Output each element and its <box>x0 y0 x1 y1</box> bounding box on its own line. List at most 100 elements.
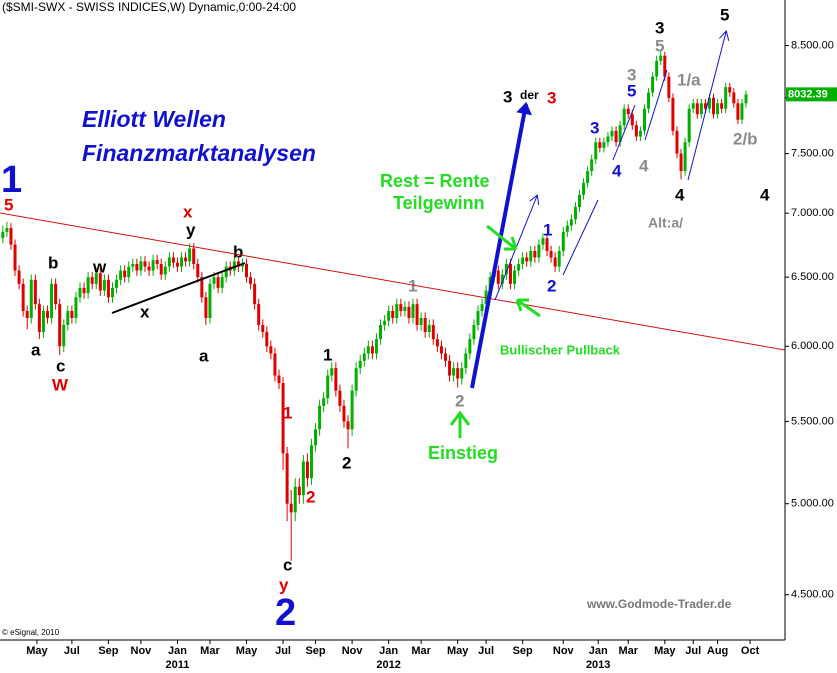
candle-body <box>573 207 577 220</box>
candle-body <box>655 60 659 77</box>
candle-body <box>675 130 679 154</box>
candle-body <box>265 332 269 347</box>
candle-body <box>127 266 131 278</box>
candle-body <box>273 353 277 376</box>
candle-body <box>699 103 703 115</box>
candle-body <box>448 360 452 376</box>
x-tick-label: Jul <box>685 645 701 657</box>
candle-body <box>1 231 5 239</box>
wave-label: x <box>183 202 193 221</box>
candle-body <box>245 263 249 278</box>
y-tick-label: 5.000.00 <box>791 498 834 510</box>
candle-body <box>82 287 86 294</box>
candle-body <box>736 103 740 120</box>
candle-body <box>269 346 273 354</box>
annotation: Finanzmarktanalysen <box>82 140 316 166</box>
wave-label: 1 <box>408 276 417 295</box>
candle-body <box>569 219 573 226</box>
arrow <box>515 298 541 318</box>
wave-label: 2/b <box>733 129 758 148</box>
candle-body <box>513 270 517 284</box>
last-price-label: 8032.39 <box>788 88 828 100</box>
candle-body <box>62 324 66 347</box>
candle-body <box>525 257 529 262</box>
candle-body <box>496 270 500 284</box>
candle-body <box>606 136 610 143</box>
candle-body <box>663 55 667 77</box>
candle-body <box>647 92 651 109</box>
x-tick-label: Sep <box>305 645 325 657</box>
candle-body <box>90 277 94 284</box>
candle-body <box>123 270 127 278</box>
candle-body <box>249 277 253 284</box>
candle-body <box>200 277 204 298</box>
x-tick-label: Sep <box>98 645 118 657</box>
candle-body <box>452 368 456 376</box>
candle-body <box>500 274 504 284</box>
candle-body <box>667 76 671 98</box>
candle-body <box>58 304 62 347</box>
candle-body <box>110 287 114 298</box>
annotation: Teilgewinn <box>393 193 485 213</box>
candle-body <box>383 320 387 325</box>
candle-body <box>545 238 549 251</box>
candle-body <box>309 445 313 479</box>
candle-body <box>74 297 78 318</box>
x-tick-label: Jan <box>589 645 608 657</box>
candle-body <box>151 260 155 271</box>
wave-label: 4 <box>760 185 770 204</box>
candle-body <box>460 368 464 379</box>
y-tick-label: 6.000.00 <box>791 340 834 352</box>
candle-body <box>330 368 334 376</box>
y-tick-label: 7.500.00 <box>791 147 834 159</box>
candle-body <box>508 263 512 284</box>
wave-label: 4 <box>639 156 649 175</box>
candle-body <box>387 311 391 321</box>
drawings <box>0 32 786 438</box>
last-price-box <box>786 87 837 102</box>
wave-label: 3 <box>590 118 599 137</box>
candle-body <box>171 257 175 263</box>
candle-body <box>419 317 423 325</box>
annotations: Elliott Wellen Finanzmarktanalysen 1 5 a… <box>1 5 770 634</box>
candle-body <box>707 97 711 109</box>
candle-body <box>163 266 167 275</box>
x-tick-label: Oct <box>741 645 760 657</box>
x-year-label: 2012 <box>376 659 400 671</box>
candle-body <box>586 171 590 183</box>
candle-body <box>521 257 525 264</box>
candle-body <box>180 257 184 267</box>
x-tick-label: May <box>654 645 676 657</box>
candle-body <box>354 368 358 391</box>
candle-body <box>582 182 586 195</box>
candle-body <box>691 103 695 109</box>
candle-body <box>261 324 265 333</box>
candle-body <box>541 238 545 245</box>
candle-body <box>407 306 411 318</box>
candle-body <box>281 383 285 454</box>
candle-body <box>318 405 322 430</box>
candle-body <box>476 311 480 325</box>
candle-body <box>391 311 395 318</box>
candle-body <box>638 130 642 137</box>
candle-body <box>622 108 626 126</box>
wave-label: c <box>56 356 65 375</box>
trendline <box>0 212 786 351</box>
candle-body <box>346 421 350 430</box>
annotation: Bullischer Pullback <box>500 342 621 357</box>
candle-body <box>374 339 378 354</box>
candle-body <box>257 304 261 325</box>
candle-body <box>358 360 362 369</box>
candle-body <box>578 194 582 208</box>
candle-body <box>427 324 431 333</box>
candle-body <box>626 108 630 115</box>
candle-body <box>533 250 537 258</box>
y-tick-label: 5.500.00 <box>791 415 834 427</box>
candle-body <box>50 283 54 318</box>
candle-body <box>147 266 151 271</box>
candle-body <box>41 311 45 333</box>
wave-label: 3 <box>503 87 512 106</box>
arrow <box>449 410 471 438</box>
candle-body <box>240 263 244 267</box>
wave-label: b <box>48 253 58 272</box>
